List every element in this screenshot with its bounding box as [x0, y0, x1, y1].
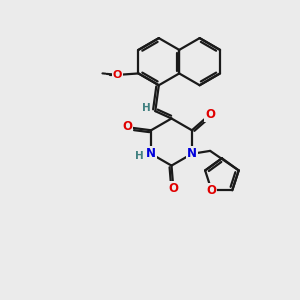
Text: O: O [168, 182, 178, 195]
Text: N: N [146, 147, 156, 160]
Text: H: H [142, 103, 150, 112]
Text: O: O [205, 109, 215, 122]
Text: methoxy: methoxy [106, 72, 112, 74]
Text: N: N [187, 147, 197, 160]
Text: O: O [112, 70, 122, 80]
Text: O: O [206, 184, 217, 197]
Text: methoxy: methoxy [101, 74, 107, 75]
Text: O: O [122, 120, 133, 133]
Text: H: H [135, 151, 144, 161]
